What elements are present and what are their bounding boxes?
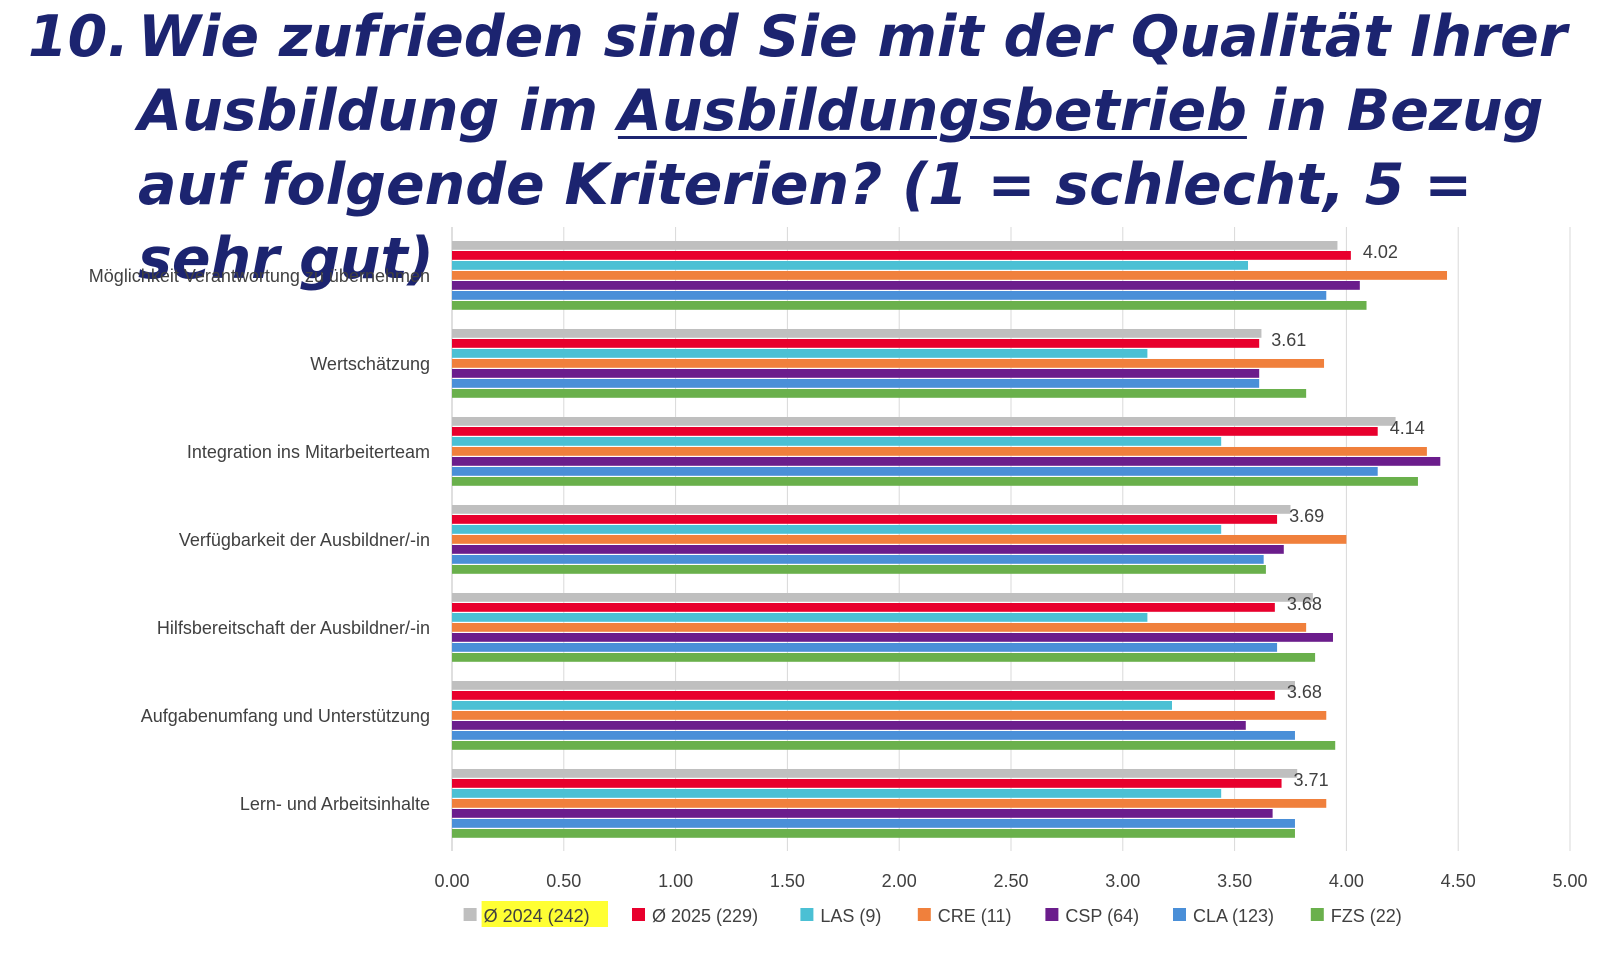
bar: [452, 467, 1378, 476]
legend-highlight: [481, 901, 608, 927]
bar: [452, 653, 1316, 662]
bar: [452, 417, 1396, 426]
bar: [452, 329, 1262, 338]
bar: [452, 261, 1249, 270]
bar: [452, 623, 1307, 632]
bar: [452, 515, 1278, 524]
bar: [452, 633, 1333, 642]
legend-swatch: [917, 908, 931, 921]
bar: [452, 379, 1260, 388]
category-label: Wertschätzung: [310, 354, 430, 374]
bar: [452, 437, 1222, 446]
bar: [452, 829, 1295, 838]
bar: [452, 349, 1148, 358]
legend-swatch: [1045, 908, 1059, 921]
bar: [452, 281, 1360, 290]
data-label: 3.69: [1289, 506, 1324, 526]
bar: [452, 339, 1260, 348]
x-tick-label: 5.00: [1552, 871, 1587, 891]
bar: [452, 545, 1284, 554]
x-tick-label: 2.50: [993, 871, 1028, 891]
x-tick-label: 0.00: [434, 871, 469, 891]
legend-swatch: [1173, 908, 1186, 921]
bar: [452, 809, 1273, 818]
legend-label: CLA (123): [1193, 906, 1274, 926]
data-label: 4.02: [1363, 242, 1398, 262]
bar: [452, 819, 1295, 828]
bar: [452, 359, 1325, 368]
legend-swatch: [1310, 908, 1324, 921]
bar: [452, 447, 1427, 456]
x-tick-label: 4.00: [1329, 871, 1364, 891]
category-label: Lern- und Arbeitsinhalte: [240, 794, 430, 814]
x-tick-label: 4.50: [1441, 871, 1476, 891]
bar: [452, 389, 1307, 398]
legend-swatch: [632, 908, 645, 921]
bar: [452, 613, 1148, 622]
legend-label: FZS (22): [1331, 906, 1402, 926]
data-label: 3.71: [1294, 770, 1329, 790]
bar: [452, 799, 1327, 808]
question-number: 10.: [28, 4, 129, 70]
bar: [452, 565, 1266, 574]
bar: [452, 593, 1313, 602]
bar: [452, 271, 1448, 280]
bar: [452, 535, 1347, 544]
legend-label: LAS (9): [820, 906, 881, 926]
bar: [452, 701, 1172, 710]
bar: [452, 369, 1260, 378]
category-label: Integration ins Mitarbeiterteam: [187, 442, 430, 462]
legend-label: Ø 2025 (229): [652, 906, 758, 926]
bar: [452, 603, 1275, 612]
title-part-2: in Bezug auf folgende Kriterien? (1 = sc…: [138, 78, 1544, 292]
bar: [452, 779, 1282, 788]
x-tick-label: 1.50: [770, 871, 805, 891]
bar: [452, 555, 1264, 564]
x-tick-label: 1.00: [658, 871, 693, 891]
chart-title: Wie zufrieden sind Sie mit der Qualität …: [138, 0, 1578, 296]
bar: [452, 427, 1378, 436]
data-label: 3.68: [1287, 594, 1322, 614]
x-tick-label: 0.50: [546, 871, 581, 891]
bar: [452, 525, 1222, 534]
legend-label: CRE (11): [938, 906, 1012, 926]
bar: [452, 643, 1278, 652]
bar: [452, 505, 1291, 514]
x-tick-label: 3.50: [1217, 871, 1252, 891]
x-tick-label: 2.00: [882, 871, 917, 891]
bar: [452, 691, 1275, 700]
bar: [452, 681, 1295, 690]
bar: [452, 477, 1418, 486]
bar: [452, 711, 1327, 720]
bar: [452, 301, 1367, 310]
legend-swatch: [800, 908, 814, 921]
legend-swatch: [463, 908, 477, 921]
bar: [452, 769, 1298, 778]
legend-label: Ø 2024 (242): [484, 906, 590, 926]
category-label: Hilfsbereitschaft der Ausbildner/-in: [157, 618, 430, 638]
x-tick-label: 3.00: [1105, 871, 1140, 891]
bar: [452, 731, 1295, 740]
bar: [452, 457, 1441, 466]
data-label: 3.68: [1287, 682, 1322, 702]
legend-label: CSP (64): [1065, 906, 1139, 926]
bar: [452, 741, 1336, 750]
bar: [452, 721, 1246, 730]
bar: [452, 789, 1222, 798]
bar: [452, 291, 1327, 300]
title-part-1: Wie zufrieden sind Sie mit der Qualität …: [138, 4, 1567, 144]
bar: [452, 241, 1338, 250]
category-label: Aufgabenumfang und Unterstützung: [141, 706, 430, 726]
bar: [452, 251, 1351, 260]
data-label: 3.61: [1271, 330, 1306, 350]
category-label: Verfügbarkeit der Ausbildner/-in: [179, 530, 430, 550]
title-underlined-word: Ausbildungsbetrieb: [617, 78, 1247, 144]
category-label: Möglichkeit Verantwortung zu übernehmen: [89, 266, 430, 286]
data-label: 4.14: [1390, 418, 1425, 438]
